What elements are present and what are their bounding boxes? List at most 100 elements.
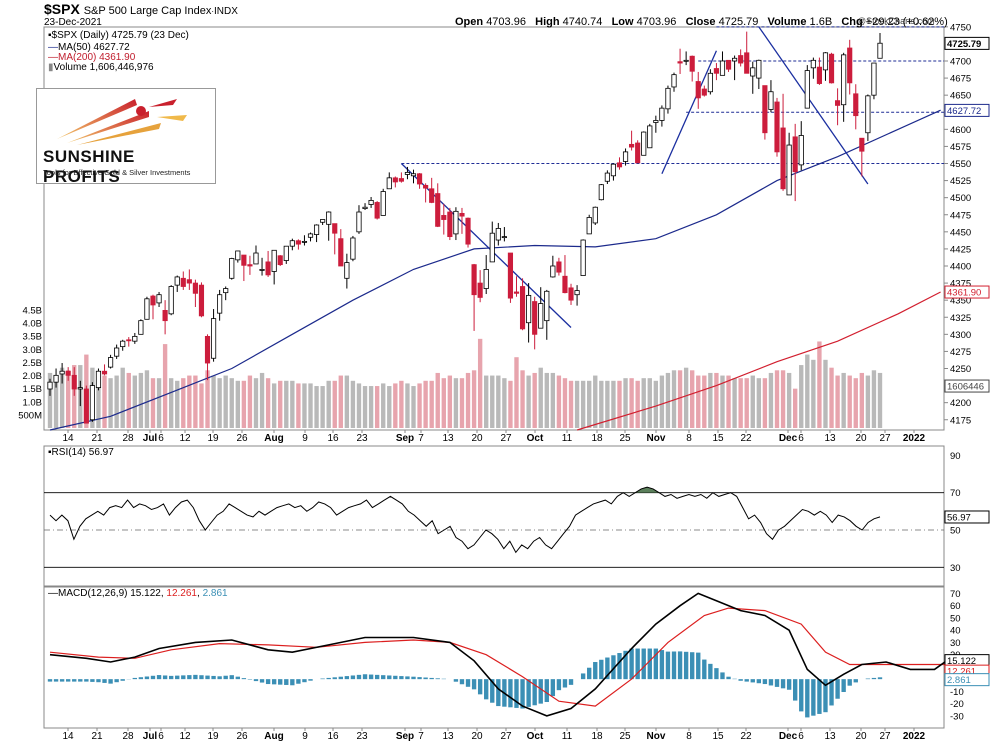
x-axis-label: 28 xyxy=(122,433,134,444)
macd-histogram-bar xyxy=(641,648,646,680)
volume-bar xyxy=(411,386,416,428)
x-axis-label: 6 xyxy=(158,433,164,444)
macd-histogram-bar xyxy=(368,674,374,680)
candle-body xyxy=(235,250,241,261)
logo-main: SUNSHINE PROFITS xyxy=(43,147,135,186)
macd-histogram-bar xyxy=(490,679,495,703)
macd-histogram-bar xyxy=(253,679,259,682)
volume-bar xyxy=(284,380,289,428)
volume-bar xyxy=(59,367,65,428)
volume-bar xyxy=(477,338,483,428)
candle-body xyxy=(574,290,580,296)
macd-histogram-bar xyxy=(175,675,180,680)
candle-body xyxy=(253,252,259,265)
candle-body xyxy=(423,184,429,189)
price-tick-label: 4525 xyxy=(950,176,971,187)
rsi-tag: 56.97 xyxy=(947,512,971,523)
candle-body xyxy=(713,68,720,74)
candle-body xyxy=(101,370,108,375)
price-tick-label: 4400 xyxy=(950,262,971,273)
x-axis-label: 12 xyxy=(179,731,191,742)
volume-bar xyxy=(150,378,156,428)
macd-histogram-bar xyxy=(580,673,586,680)
volume-bar xyxy=(708,372,713,428)
volume-bar xyxy=(793,388,798,428)
macd-histogram-bar xyxy=(344,676,350,680)
hist-tag: 2.861 xyxy=(947,675,971,686)
macd-histogram-bar xyxy=(108,679,113,684)
volume-bar xyxy=(429,380,434,428)
volume-bar xyxy=(696,375,701,428)
macd-histogram-bar xyxy=(187,675,192,680)
exchange: INDX xyxy=(214,6,238,17)
candle-body xyxy=(132,335,138,342)
macd-histogram-bar xyxy=(144,676,150,680)
x-axis-label: 27 xyxy=(500,433,512,444)
candle-body xyxy=(313,224,320,235)
candle-body xyxy=(89,385,95,421)
candle-body xyxy=(538,303,544,329)
candle-body xyxy=(289,240,295,247)
volume-bar xyxy=(490,375,495,428)
volume-bar xyxy=(532,372,537,428)
volume-bar xyxy=(423,380,428,428)
macd-histogram-bar xyxy=(520,679,525,709)
macd-histogram-bar xyxy=(205,675,210,680)
volume-bar xyxy=(338,375,343,428)
price-panel-frame xyxy=(43,26,945,431)
volume-bar xyxy=(574,380,580,428)
x-axis-label: 8 xyxy=(686,433,692,444)
symbol: $SPX xyxy=(44,1,80,17)
macd-histogram-bar xyxy=(302,679,307,683)
candle-body xyxy=(828,53,835,84)
macd-histogram-bar xyxy=(381,675,386,680)
volume-bar xyxy=(144,370,150,428)
volume-bar xyxy=(599,380,604,428)
macd-histogram-bar xyxy=(726,676,731,680)
volume-bar xyxy=(702,375,707,428)
candle-body xyxy=(822,52,829,71)
volume-bar xyxy=(175,380,180,428)
volume-bar xyxy=(114,375,119,428)
candle-body xyxy=(847,47,853,84)
candle-body xyxy=(683,59,689,62)
volume-bar xyxy=(756,378,762,428)
macd-histogram-bar xyxy=(84,679,89,682)
macd-histogram-bar xyxy=(326,677,331,680)
macd-histogram-bar xyxy=(611,655,616,680)
macd-histogram-bar xyxy=(181,675,186,680)
candle-body xyxy=(217,294,223,314)
volume-bar xyxy=(138,372,144,428)
candle-body xyxy=(277,255,283,266)
volume-bar xyxy=(859,372,865,428)
volume-bar xyxy=(344,375,350,428)
volume-bar xyxy=(823,359,828,428)
volume-bar xyxy=(732,378,737,428)
volume-bar xyxy=(417,383,422,428)
volume-bar xyxy=(811,359,816,428)
volume-bar xyxy=(677,370,683,428)
macd-histogram-bar xyxy=(496,679,501,707)
volume-bar xyxy=(877,372,883,428)
macd-histogram-bar xyxy=(817,679,822,714)
candle-body xyxy=(174,276,180,286)
candle-body xyxy=(725,59,732,70)
macd-histogram-bar xyxy=(459,679,465,685)
macd-tick-label: 30 xyxy=(950,638,961,649)
candle-body xyxy=(604,172,610,182)
volume-bar xyxy=(786,372,792,428)
macd-histogram-bar xyxy=(744,679,749,682)
candle-body xyxy=(320,219,326,223)
volume-bar xyxy=(871,370,877,428)
volume-bar xyxy=(96,372,101,428)
x-axis-label: 27 xyxy=(500,731,512,742)
macd-line xyxy=(49,592,948,717)
macd-histogram-bar xyxy=(508,679,513,708)
x-axis-label: 20 xyxy=(471,433,483,444)
volume-bar xyxy=(381,383,386,428)
candle-body xyxy=(853,93,859,117)
candle-body xyxy=(453,210,459,235)
candle-body xyxy=(47,381,53,390)
candle-body xyxy=(301,240,308,243)
